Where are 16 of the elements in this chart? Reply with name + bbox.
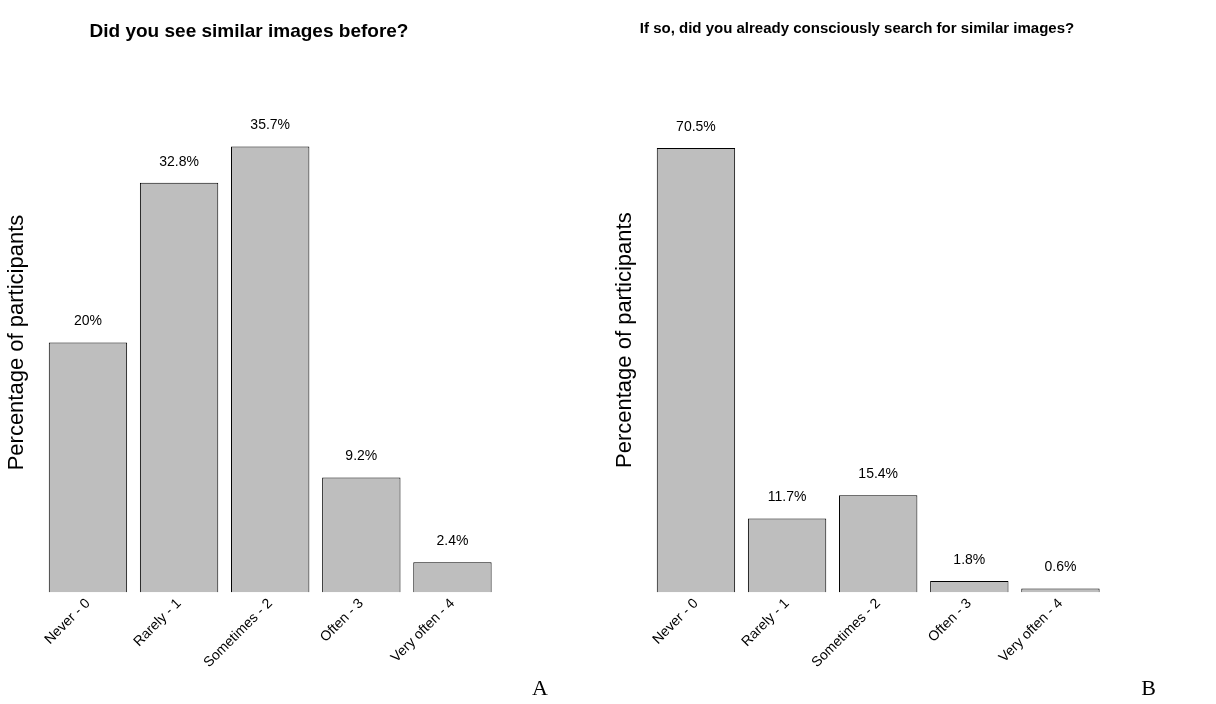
y-axis-title: Percentage of participants bbox=[3, 214, 29, 471]
data-label: 32.8% bbox=[159, 152, 199, 169]
chart-title: Did you see similar images before? bbox=[89, 19, 409, 41]
data-label: 15.4% bbox=[858, 465, 899, 482]
data-label: 35.7% bbox=[250, 116, 291, 133]
text: A bbox=[532, 674, 549, 700]
data-label: 9.2% bbox=[345, 447, 378, 464]
data-label: 70.5% bbox=[676, 117, 716, 134]
y-axis-title: Percentage of participants bbox=[611, 212, 637, 468]
data-label: 1.8% bbox=[953, 550, 986, 567]
text: B bbox=[1141, 674, 1156, 700]
data-label: 20% bbox=[73, 312, 102, 329]
data-label: 0.6% bbox=[1044, 558, 1077, 575]
data-label: 11.7% bbox=[767, 488, 807, 505]
data-label: 2.4% bbox=[436, 532, 469, 549]
chart-title: If so, did you already consciously search for similar images? bbox=[639, 19, 1075, 37]
